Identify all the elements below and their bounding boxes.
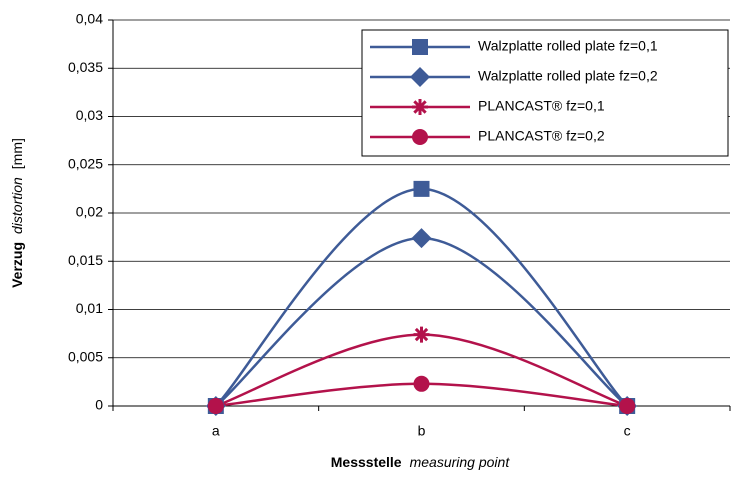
x-axis-title: Messstelle measuring point [331,454,511,470]
marker [207,398,224,414]
y-tick-label: 0,02 [76,204,103,220]
marker [619,398,636,414]
legend-label: PLANCAST® fz=0,2 [478,128,605,144]
legend-marker [412,39,428,55]
marker [413,326,430,343]
marker [413,375,430,392]
y-tick-label: 0,01 [76,300,103,316]
y-tick-label: 0,025 [68,155,103,171]
series-line [214,187,629,407]
y-axis-title: Verzug distortion [mm] [9,138,25,288]
y-tick-label: 0,035 [68,59,103,75]
legend-label: Walzplatte rolled plate fz=0,1 [478,38,658,54]
legend-label: PLANCAST® fz=0,1 [478,98,605,114]
legend-marker [410,67,430,87]
y-tick-label: 0 [95,397,103,413]
y-title-sub: distortion [9,177,25,234]
y-tick-label: 0,015 [68,252,103,268]
legend: Walzplatte rolled plate fz=0,1 Walzplatte… [361,29,729,157]
y-tick-label: 0,03 [76,107,103,123]
y-tick-label: 0,04 [76,11,103,27]
x-tick-label: c [624,423,631,439]
marker [411,228,432,249]
legend-label: Walzplatte rolled plate fz=0,2 [478,68,658,84]
y-title-unit: [mm] [9,138,25,169]
legend-marker [412,129,428,145]
x-tick-label: a [212,423,220,439]
y-tick-label: 0,005 [68,348,103,364]
x-tick-label: b [418,423,426,439]
x-title-sub: measuring point [410,454,511,470]
marker [413,180,430,197]
y-title-main: Verzug [9,242,25,288]
series-line [215,333,628,408]
legend-marker [412,99,428,115]
x-title-main: Messstelle [331,454,402,470]
